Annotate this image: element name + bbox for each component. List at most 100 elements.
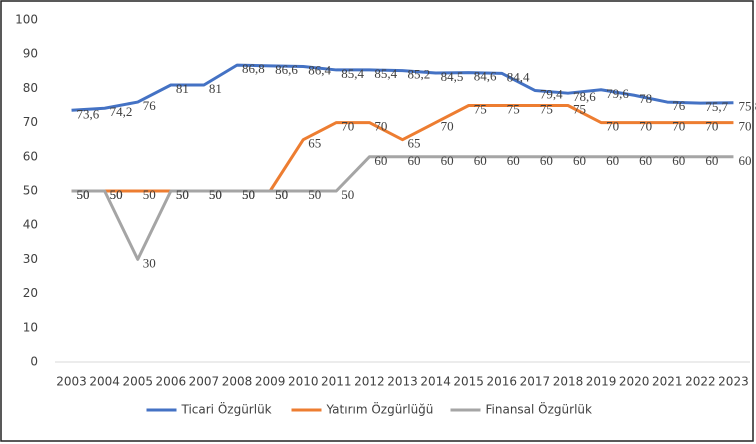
data-label: 74,2 bbox=[110, 104, 133, 119]
data-label: 50 bbox=[242, 187, 255, 202]
x-tick-label: 2021 bbox=[652, 375, 683, 389]
data-label: 60 bbox=[507, 153, 520, 168]
data-label: 60 bbox=[639, 153, 652, 168]
data-label: 50 bbox=[143, 187, 156, 202]
data-label: 79,6 bbox=[606, 86, 629, 101]
data-label: 86,8 bbox=[242, 61, 265, 76]
data-label: 75 bbox=[540, 101, 553, 116]
data-label: 30 bbox=[143, 255, 156, 270]
data-label: 75,7 bbox=[705, 99, 728, 114]
data-label: 50 bbox=[242, 187, 255, 202]
x-tick-label: 2005 bbox=[122, 375, 153, 389]
data-label: 75,8 bbox=[738, 99, 756, 114]
x-tick-label: 2019 bbox=[586, 375, 617, 389]
y-tick-label: 40 bbox=[23, 218, 38, 232]
data-label: 60 bbox=[672, 153, 685, 168]
data-label: 76 bbox=[672, 98, 686, 113]
x-tick-label: 2010 bbox=[288, 375, 319, 389]
x-tick-label: 2008 bbox=[222, 375, 253, 389]
data-label: 50 bbox=[110, 187, 123, 202]
data-label: 50 bbox=[176, 187, 189, 202]
data-label: 60 bbox=[606, 153, 619, 168]
data-label: 70 bbox=[639, 119, 652, 134]
series-line bbox=[71, 155, 734, 261]
data-label: 70 bbox=[441, 119, 454, 134]
x-tick-label: 2023 bbox=[718, 375, 749, 389]
x-tick-label: 2006 bbox=[156, 375, 187, 389]
y-tick-label: 50 bbox=[23, 184, 38, 198]
y-tick-label: 10 bbox=[23, 320, 38, 334]
data-label: 70 bbox=[672, 119, 685, 134]
y-tick-label: 80 bbox=[23, 81, 38, 95]
y-tick-label: 100 bbox=[15, 13, 38, 27]
data-label: 81 bbox=[176, 81, 189, 96]
data-label: 85,4 bbox=[341, 66, 364, 81]
data-label: 70 bbox=[341, 119, 354, 134]
legend-label: Finansal Özgürlük bbox=[486, 401, 593, 417]
data-label: 70 bbox=[705, 119, 718, 134]
data-label: 65 bbox=[308, 136, 321, 151]
data-label: 70 bbox=[374, 119, 387, 134]
y-tick-label: 30 bbox=[23, 252, 38, 266]
data-label: 75 bbox=[474, 101, 487, 116]
series-line bbox=[71, 63, 734, 112]
y-tick-label: 0 bbox=[30, 355, 38, 369]
data-label: 75 bbox=[573, 101, 586, 116]
data-label: 50 bbox=[77, 187, 90, 202]
x-tick-label: 2017 bbox=[520, 375, 551, 389]
x-tick-label: 2018 bbox=[553, 375, 584, 389]
data-label: 50 bbox=[308, 187, 321, 202]
data-label: 60 bbox=[705, 153, 718, 168]
x-tick-label: 2007 bbox=[189, 375, 220, 389]
x-tick-label: 2015 bbox=[453, 375, 484, 389]
data-label: 50 bbox=[209, 187, 222, 202]
data-label: 50 bbox=[77, 187, 90, 202]
data-label: 84,4 bbox=[507, 69, 530, 84]
data-label: 60 bbox=[738, 153, 751, 168]
data-label: 81 bbox=[209, 81, 222, 96]
x-tick-label: 2011 bbox=[321, 375, 352, 389]
data-label: 85,2 bbox=[408, 67, 431, 82]
data-label: 84,6 bbox=[474, 69, 497, 84]
legend-label: Yatırım Özgürlüğü bbox=[326, 401, 434, 417]
x-tick-label: 2009 bbox=[255, 375, 286, 389]
y-tick-label: 90 bbox=[23, 47, 38, 61]
data-label: 60 bbox=[474, 153, 487, 168]
data-label: 60 bbox=[441, 153, 454, 168]
data-label: 70 bbox=[606, 119, 619, 134]
y-tick-label: 60 bbox=[23, 149, 38, 163]
y-tick-label: 20 bbox=[23, 286, 38, 300]
data-label: 84,5 bbox=[441, 69, 464, 84]
data-label: 86,6 bbox=[275, 62, 298, 77]
data-label: 50 bbox=[209, 187, 222, 202]
x-tick-label: 2003 bbox=[56, 375, 87, 389]
x-tick-label: 2013 bbox=[387, 375, 418, 389]
data-label: 60 bbox=[374, 153, 387, 168]
data-label: 75 bbox=[507, 101, 520, 116]
data-label: 50 bbox=[275, 187, 288, 202]
data-label: 73,6 bbox=[77, 106, 100, 121]
data-label: 60 bbox=[408, 153, 421, 168]
x-tick-label: 2020 bbox=[619, 375, 650, 389]
data-label: 50 bbox=[110, 187, 123, 202]
data-label: 86,4 bbox=[308, 62, 331, 77]
x-tick-label: 2014 bbox=[420, 375, 451, 389]
x-tick-label: 2004 bbox=[89, 375, 120, 389]
x-tick-label: 2022 bbox=[685, 375, 716, 389]
legend-label: Ticari Özgürlük bbox=[181, 401, 272, 417]
data-label: 85,4 bbox=[374, 66, 397, 81]
data-label: 76 bbox=[143, 98, 157, 113]
data-label: 50 bbox=[275, 187, 288, 202]
x-tick-label: 2016 bbox=[487, 375, 518, 389]
data-label: 65 bbox=[408, 136, 421, 151]
data-label: 78 bbox=[639, 91, 652, 106]
data-label: 79,4 bbox=[540, 86, 563, 101]
x-tick-label: 2012 bbox=[354, 375, 385, 389]
data-label: 60 bbox=[540, 153, 553, 168]
data-label: 50 bbox=[341, 187, 354, 202]
y-tick-label: 70 bbox=[23, 115, 38, 129]
data-label: 50 bbox=[176, 187, 189, 202]
data-label: 70 bbox=[738, 119, 751, 134]
